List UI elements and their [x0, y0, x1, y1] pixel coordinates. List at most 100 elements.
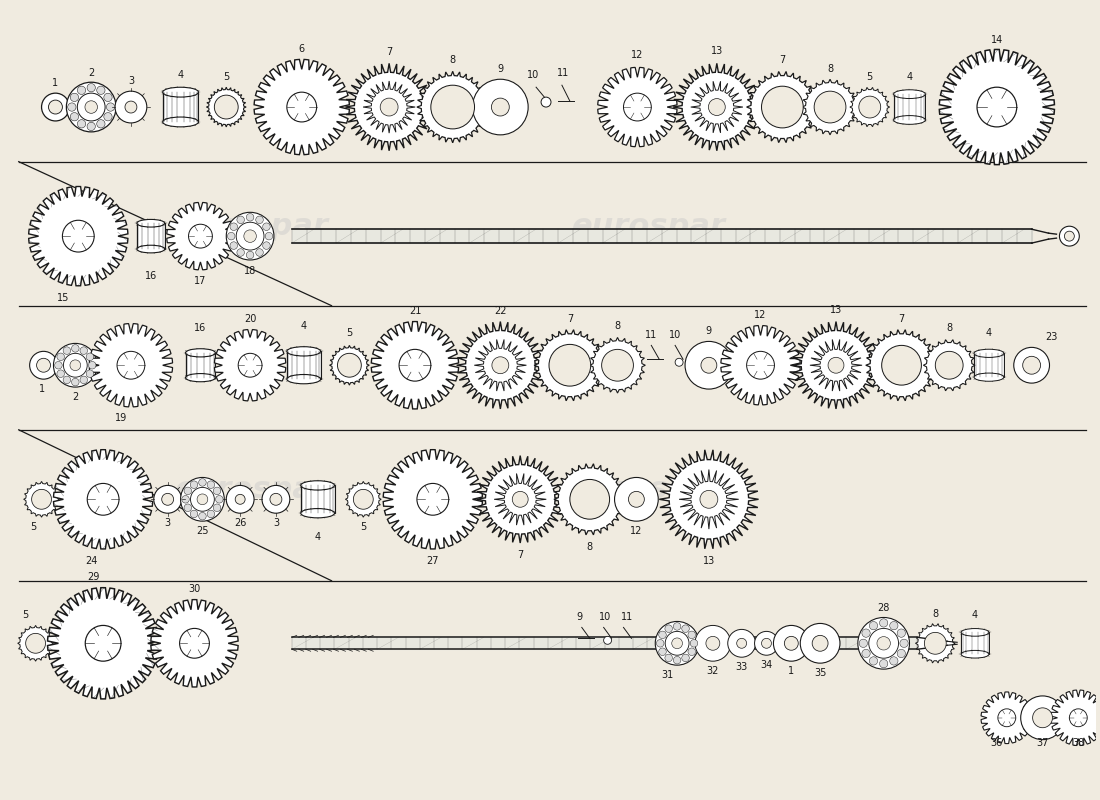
Text: 4: 4 — [315, 532, 321, 542]
Circle shape — [216, 495, 223, 503]
Text: 12: 12 — [755, 310, 767, 319]
Polygon shape — [29, 186, 128, 286]
Circle shape — [263, 242, 271, 250]
Circle shape — [63, 220, 95, 252]
Circle shape — [72, 345, 79, 352]
Text: 1: 1 — [39, 384, 45, 394]
Circle shape — [244, 230, 256, 242]
Circle shape — [513, 491, 528, 507]
Text: 15: 15 — [57, 293, 69, 302]
Circle shape — [228, 232, 235, 240]
Text: 30: 30 — [188, 584, 200, 594]
Text: 8: 8 — [615, 321, 620, 330]
Circle shape — [890, 657, 898, 665]
Text: 2: 2 — [73, 392, 78, 402]
Text: 19: 19 — [114, 413, 128, 423]
Ellipse shape — [163, 87, 198, 97]
Polygon shape — [720, 326, 800, 405]
Polygon shape — [915, 624, 955, 663]
Polygon shape — [747, 71, 818, 142]
Circle shape — [190, 481, 198, 489]
Text: 3: 3 — [165, 518, 170, 528]
Polygon shape — [167, 202, 234, 270]
Circle shape — [761, 86, 803, 128]
Circle shape — [227, 486, 254, 514]
Circle shape — [213, 487, 221, 494]
Text: 7: 7 — [386, 47, 393, 58]
Polygon shape — [792, 322, 880, 409]
Circle shape — [270, 494, 282, 506]
Circle shape — [880, 659, 888, 668]
Circle shape — [162, 494, 174, 506]
Circle shape — [666, 631, 689, 655]
Circle shape — [1065, 231, 1075, 241]
Circle shape — [64, 354, 87, 377]
Circle shape — [80, 347, 88, 354]
Circle shape — [70, 94, 78, 102]
Ellipse shape — [974, 350, 1004, 358]
Ellipse shape — [186, 349, 216, 357]
FancyBboxPatch shape — [163, 92, 198, 122]
Circle shape — [72, 378, 79, 386]
Circle shape — [898, 650, 905, 658]
Ellipse shape — [300, 509, 334, 518]
Circle shape — [86, 626, 121, 661]
Polygon shape — [330, 346, 370, 385]
Text: 36: 36 — [991, 738, 1003, 748]
Circle shape — [747, 351, 774, 379]
Circle shape — [86, 353, 94, 361]
Circle shape — [239, 354, 262, 377]
Text: 13: 13 — [829, 305, 843, 314]
Ellipse shape — [974, 373, 1004, 382]
Text: 18: 18 — [244, 266, 256, 276]
Circle shape — [262, 486, 289, 514]
Ellipse shape — [163, 117, 198, 127]
Polygon shape — [54, 450, 153, 549]
Circle shape — [924, 632, 946, 654]
Polygon shape — [214, 330, 286, 401]
Circle shape — [685, 342, 733, 389]
Text: eurospar: eurospar — [175, 475, 329, 504]
Text: 7: 7 — [899, 314, 904, 323]
Text: 13: 13 — [711, 46, 723, 57]
Circle shape — [70, 360, 80, 370]
Circle shape — [87, 122, 96, 130]
Text: 9: 9 — [497, 64, 504, 74]
Polygon shape — [810, 339, 862, 391]
Circle shape — [256, 249, 263, 256]
Circle shape — [664, 625, 672, 633]
Text: 12: 12 — [630, 526, 642, 536]
Circle shape — [154, 486, 182, 514]
Polygon shape — [597, 67, 676, 146]
Polygon shape — [554, 464, 626, 535]
Circle shape — [256, 216, 263, 223]
Circle shape — [399, 350, 431, 381]
Circle shape — [182, 495, 189, 503]
Circle shape — [103, 113, 112, 121]
Circle shape — [54, 343, 97, 387]
Circle shape — [184, 487, 191, 494]
Circle shape — [673, 622, 681, 630]
Circle shape — [682, 654, 690, 662]
Text: 4: 4 — [177, 70, 184, 80]
Text: 3: 3 — [128, 76, 134, 86]
Text: 5: 5 — [867, 72, 873, 82]
Text: 24: 24 — [85, 556, 98, 566]
Polygon shape — [535, 330, 606, 401]
Circle shape — [900, 639, 909, 647]
Circle shape — [882, 346, 922, 385]
Circle shape — [188, 224, 212, 248]
Circle shape — [672, 638, 682, 649]
Text: 13: 13 — [703, 556, 715, 566]
Circle shape — [898, 629, 905, 638]
Text: 8: 8 — [932, 609, 938, 618]
Circle shape — [70, 113, 78, 121]
Text: 5: 5 — [31, 522, 36, 532]
Text: 16: 16 — [195, 322, 207, 333]
Circle shape — [859, 96, 881, 118]
Polygon shape — [47, 588, 158, 699]
Text: 7: 7 — [566, 314, 573, 323]
FancyBboxPatch shape — [893, 94, 925, 120]
Circle shape — [541, 97, 551, 107]
Circle shape — [80, 376, 88, 384]
